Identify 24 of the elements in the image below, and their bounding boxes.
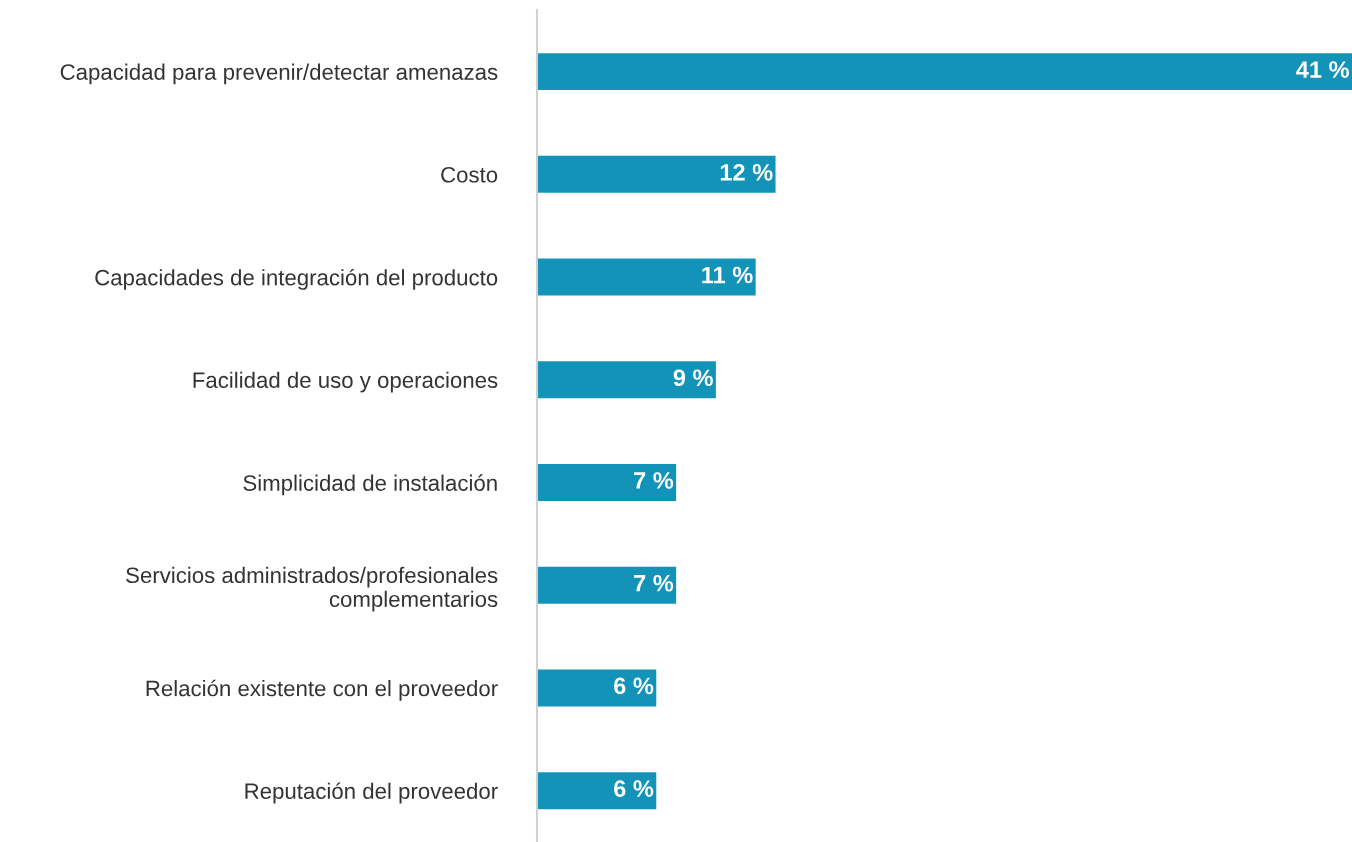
bar [537,464,677,501]
data-label: 6 % [614,780,654,797]
y-tick-label: Facilidad de uso y operaciones [193,371,498,393]
y-tick-label: Reputación del proveedor [245,782,498,804]
bar [537,155,776,193]
y-tick-label: Servicios administrados/profesionales complementarios [126,566,498,612]
bar [537,258,756,296]
y-tick-label: Capacidad para prevenir/detectar amenazas [60,63,498,85]
bar [537,772,657,810]
y-tick-label: Relación existente con el proveedor [146,679,498,701]
bar [537,669,657,707]
y-tick-label: Costo [441,166,498,183]
data-label: 9 % [673,369,713,387]
data-label: 12 % [720,163,773,181]
bar [537,566,677,604]
data-label: 7 % [634,574,674,592]
y-tick-label: Simplicidad de instalación [243,474,497,496]
data-label: 41 % [1296,61,1349,78]
bar [537,53,1352,91]
data-label: 7 % [634,472,674,489]
data-label: 6 % [614,677,654,695]
data-label: 11 % [702,266,753,284]
bar [537,361,716,399]
y-tick-label: Capacidades de integración del producto [95,268,498,290]
